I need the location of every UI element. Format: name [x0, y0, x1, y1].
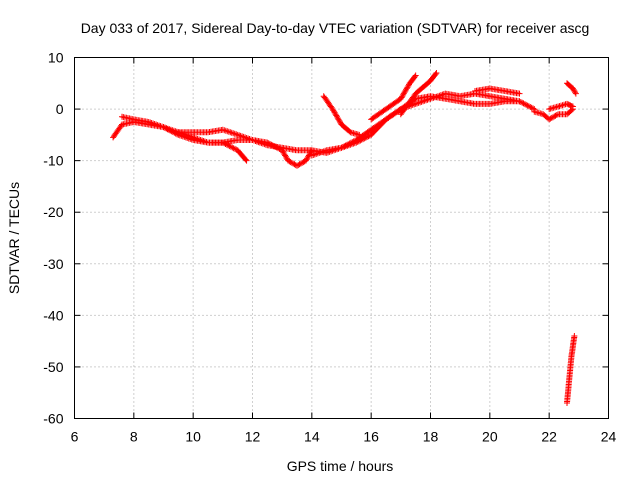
data-marker-path — [175, 126, 315, 169]
data-marker-path — [110, 93, 523, 156]
x-tick-label: 10 — [185, 429, 201, 445]
y-tick-label: -50 — [43, 359, 63, 375]
series-track-8 — [472, 85, 523, 97]
data-layer — [110, 69, 579, 406]
data-marker-path — [368, 72, 419, 123]
x-tick-label: 18 — [423, 429, 439, 445]
chart-title: Day 033 of 2017, Sidereal Day-to-day VTE… — [81, 20, 590, 36]
data-marker-path — [564, 332, 578, 406]
plot-frame — [74, 57, 609, 419]
x-tick-label: 16 — [363, 429, 379, 445]
x-tick-label: 6 — [71, 429, 79, 445]
series-track-6 — [368, 72, 419, 123]
data-marker-path — [564, 80, 579, 97]
x-tick-label: 22 — [541, 429, 557, 445]
series-track-7 — [397, 69, 440, 118]
data-marker-path — [546, 100, 576, 113]
series-track-12 — [564, 332, 578, 406]
y-tick-label: -40 — [43, 307, 63, 323]
grid — [74, 57, 609, 419]
y-tick-label: -60 — [43, 411, 63, 427]
y-axis-label: SDTVAR / TECUs — [6, 182, 22, 294]
series-track-10 — [546, 100, 576, 113]
data-marker-path — [320, 93, 363, 138]
x-axis-label: GPS time / hours — [287, 458, 394, 474]
x-tick-label: 24 — [601, 429, 617, 445]
data-marker-path — [397, 69, 440, 118]
y-tick-label: -20 — [43, 204, 63, 220]
data-marker-path — [531, 106, 576, 123]
series-track-1 — [110, 93, 523, 156]
y-tick-label: 10 — [48, 50, 64, 66]
y-tick-label: 0 — [56, 101, 64, 117]
data-marker-path — [119, 113, 250, 164]
series-track-5 — [320, 93, 363, 138]
data-marker-path — [472, 85, 523, 97]
series-track-2 — [119, 113, 250, 164]
y-tick-label: -10 — [43, 153, 63, 169]
x-tick-label: 14 — [304, 429, 320, 445]
series-track-11 — [564, 80, 579, 97]
x-tick-label: 20 — [482, 429, 498, 445]
series-track-3 — [175, 126, 315, 169]
y-tick-label: -30 — [43, 256, 63, 272]
x-tick-label: 8 — [130, 429, 138, 445]
series-track-9 — [531, 106, 576, 123]
axes: 6 8 10 12 14 16 18 20 22 24 -60 -50 -40 -30 -20 -10 0 10 — [43, 50, 616, 445]
x-tick-label: 12 — [245, 429, 261, 445]
